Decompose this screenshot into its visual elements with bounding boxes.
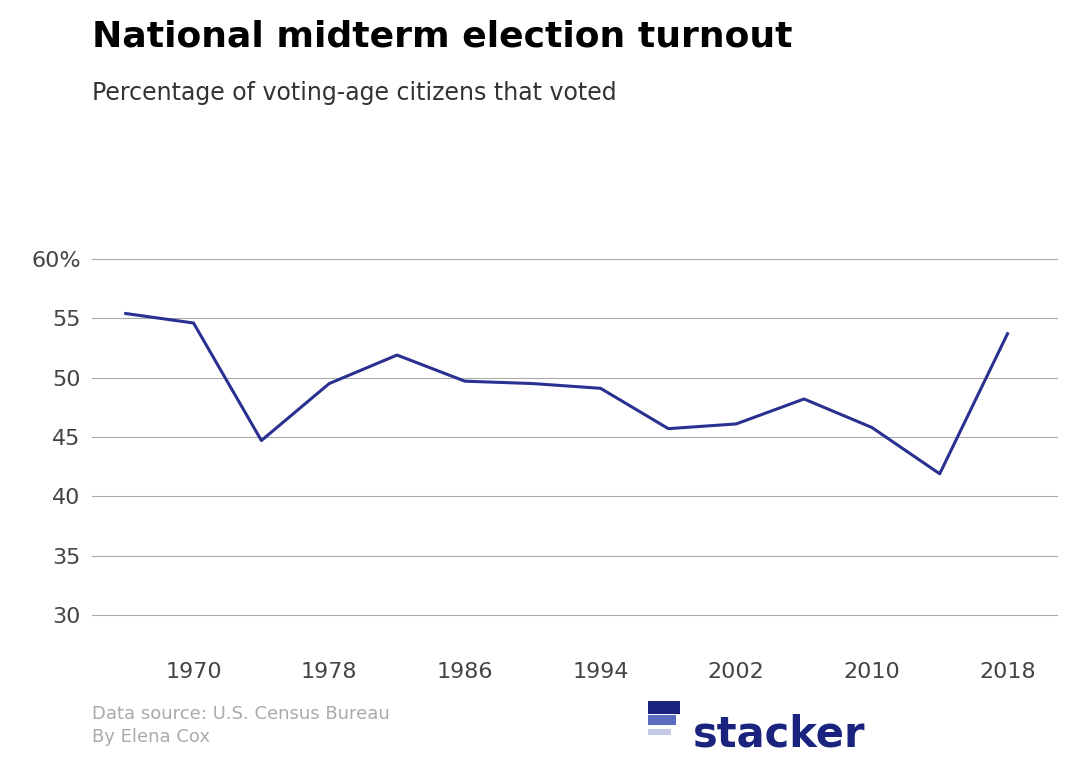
Text: National midterm election turnout: National midterm election turnout [92,19,793,53]
Text: Data source: U.S. Census Bureau: Data source: U.S. Census Bureau [92,705,390,722]
Text: Percentage of voting-age citizens that voted: Percentage of voting-age citizens that v… [92,81,617,105]
Text: stacker: stacker [693,714,866,756]
Text: By Elena Cox: By Elena Cox [92,728,210,745]
